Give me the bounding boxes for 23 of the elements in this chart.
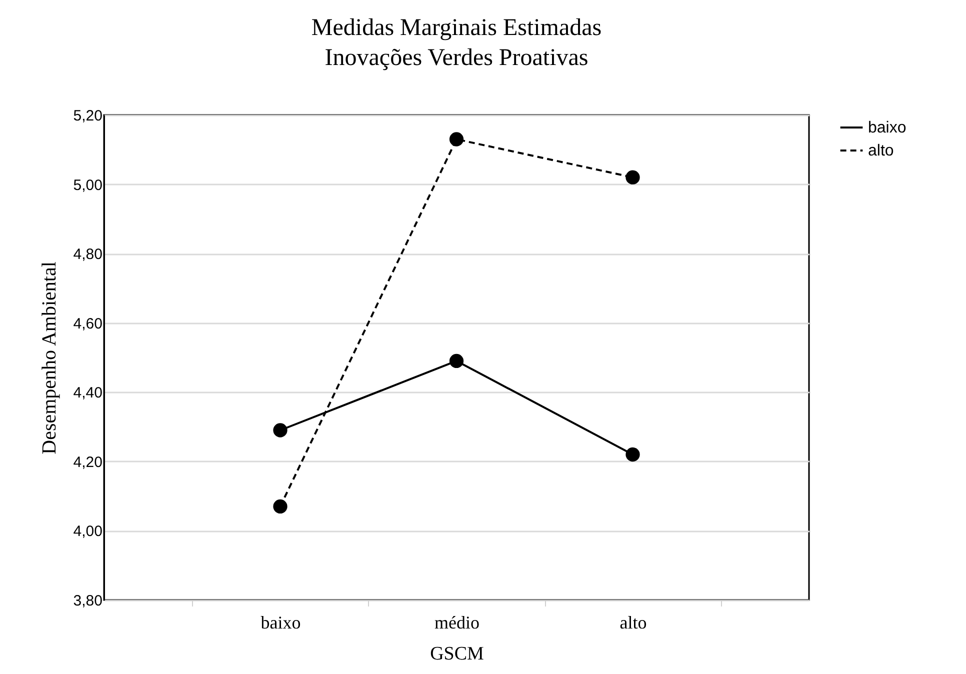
y-tick-label: 5,00 xyxy=(73,176,102,194)
text: Medidas Marginais Estimadas xyxy=(311,15,602,41)
y-tick-label: 4,40 xyxy=(73,384,102,402)
point xyxy=(449,132,464,146)
y-tick-label: 4,20 xyxy=(73,454,102,471)
y-tick-label: 4,60 xyxy=(73,315,102,332)
point xyxy=(626,447,640,462)
legend-label: alto xyxy=(868,142,894,160)
y-tick-label: 5,20 xyxy=(73,108,102,124)
x-tick-label: alto xyxy=(620,612,647,632)
point xyxy=(449,354,464,368)
point xyxy=(626,170,640,184)
x-tick-label: baixo xyxy=(260,612,301,632)
text: Inovações Verdes Proativas xyxy=(324,45,588,71)
x-axis-title: GSCM xyxy=(430,644,484,664)
point xyxy=(273,423,288,438)
y-tick-label: 3,80 xyxy=(73,592,102,610)
x-tick-label: médio xyxy=(434,612,480,632)
point xyxy=(273,499,288,514)
y-axis-title: Desempenho Ambiental xyxy=(38,261,60,454)
legend-label: baixo xyxy=(868,120,906,136)
y-tick-label: 4,80 xyxy=(73,246,102,264)
y-tick-label: 4,00 xyxy=(73,523,102,540)
